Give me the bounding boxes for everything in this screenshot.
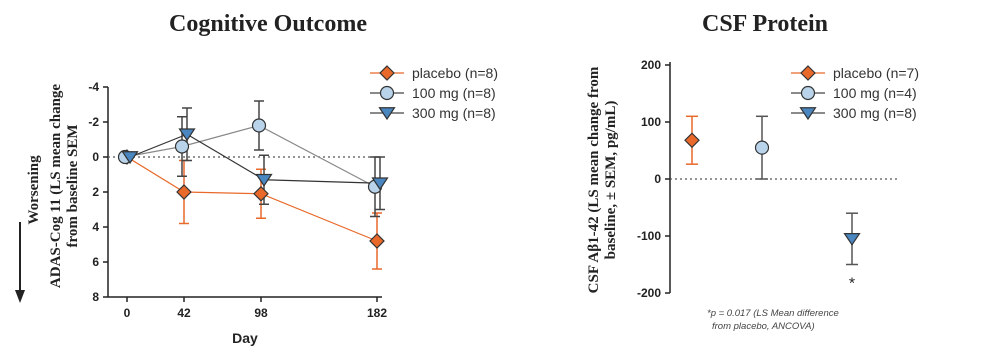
left-legend: placebo (n=8) 100 mg (n=8) 300 mg (n=8) — [370, 65, 498, 121]
left-y-tick-label: 2 — [92, 185, 99, 199]
left-legend-marker — [379, 65, 395, 81]
left-y-tick-label: -2 — [88, 115, 99, 129]
left-legend-label: 100 mg (n=8) — [412, 85, 496, 101]
left-legend-label: placebo (n=8) — [412, 65, 498, 81]
right-legend-label: 300 mg (n=8) — [833, 105, 917, 121]
left-series-line — [126, 156, 378, 242]
left-series-group — [117, 100, 389, 270]
left-y-tick-label: -4 — [88, 80, 99, 94]
footnote-line-2: from placebo, ANCOVA) — [712, 321, 815, 332]
right-y-tick-label: 200 — [641, 58, 661, 72]
right-chart-title: CSF Protein — [702, 11, 828, 37]
left-x-tick-label: 42 — [177, 306, 191, 320]
left-y-ticks: -4 -2 0 2 4 6 8 — [88, 80, 108, 304]
left-y-tick-label: 4 — [92, 220, 99, 234]
right-legend-label: 100 mg (n=4) — [833, 85, 917, 101]
right-legend-label: placebo (n=7) — [833, 65, 919, 81]
cognitive-outcome-chart: Cognitive Outcome ADAS-Cog 11 (LS mean c… — [15, 11, 498, 346]
right-data-point — [754, 140, 770, 155]
left-data-point — [253, 185, 269, 202]
left-series-line — [129, 133, 381, 184]
left-data-point — [176, 184, 192, 200]
right-data-point — [843, 233, 861, 246]
left-chart-title: Cognitive Outcome — [169, 11, 367, 37]
left-y-tick-label: 8 — [92, 290, 99, 304]
left-data-point — [369, 233, 385, 249]
worsening-arrowhead — [15, 290, 25, 303]
left-legend-marker — [378, 107, 396, 121]
footnote-line-1: *p = 0.017 (LS Mean difference — [707, 308, 839, 319]
right-series-group: * — [684, 115, 861, 293]
left-data-point — [121, 151, 139, 165]
right-ylabel-line-2: baseline, ± SEM, pg/mL) — [603, 101, 619, 260]
left-y-tick-label: 6 — [92, 255, 99, 269]
right-legend-marker — [800, 65, 816, 81]
left-data-point — [174, 139, 190, 154]
right-legend: placebo (n=7) 100 mg (n=4) 300 mg (n=8) — [791, 65, 919, 121]
left-x-tick-label: 0 — [124, 306, 131, 320]
left-data-point — [178, 128, 196, 142]
csf-protein-chart: CSF Protein CSF Aβ1-42 (LS mean change f… — [586, 11, 919, 332]
right-y-tick-label: 0 — [654, 172, 661, 186]
right-data-point — [684, 132, 700, 149]
left-x-tick-label: 98 — [254, 306, 268, 320]
left-series-line — [124, 124, 376, 188]
right-y-label: CSF Aβ1-42 (LS mean change from baseline… — [586, 66, 619, 293]
left-data-point — [251, 118, 267, 133]
right-y-tick-label: 100 — [641, 115, 661, 129]
left-worsening-label: Worsening — [26, 155, 42, 225]
right-legend-marker — [799, 107, 817, 121]
significance-asterisk: * — [849, 276, 855, 293]
worsening-text: Worsening — [26, 155, 42, 225]
left-legend-label: 300 mg (n=8) — [412, 105, 496, 121]
left-data-point — [255, 173, 273, 187]
left-y-label: ADAS-Cog 11 (LS mean change from baselin… — [48, 84, 81, 289]
right-legend-marker — [800, 85, 816, 101]
left-x-ticks: 0 42 98 182 — [124, 297, 387, 320]
right-y-tick-label: -200 — [637, 286, 661, 300]
left-ylabel-line-2: from baseline SEM — [65, 124, 81, 247]
left-x-tick-label: 182 — [367, 306, 387, 320]
left-legend-marker — [379, 85, 395, 101]
left-data-point — [371, 177, 389, 191]
left-y-tick-label: 0 — [92, 150, 99, 164]
left-x-label: Day — [232, 330, 258, 346]
right-ylabel-line-1: CSF Aβ1-42 (LS mean change from — [586, 66, 602, 293]
right-y-ticks: 200 100 0 -100 -200 — [637, 58, 670, 300]
right-y-tick-label: -100 — [637, 229, 661, 243]
left-ylabel-line-1: ADAS-Cog 11 (LS mean change — [48, 84, 64, 289]
